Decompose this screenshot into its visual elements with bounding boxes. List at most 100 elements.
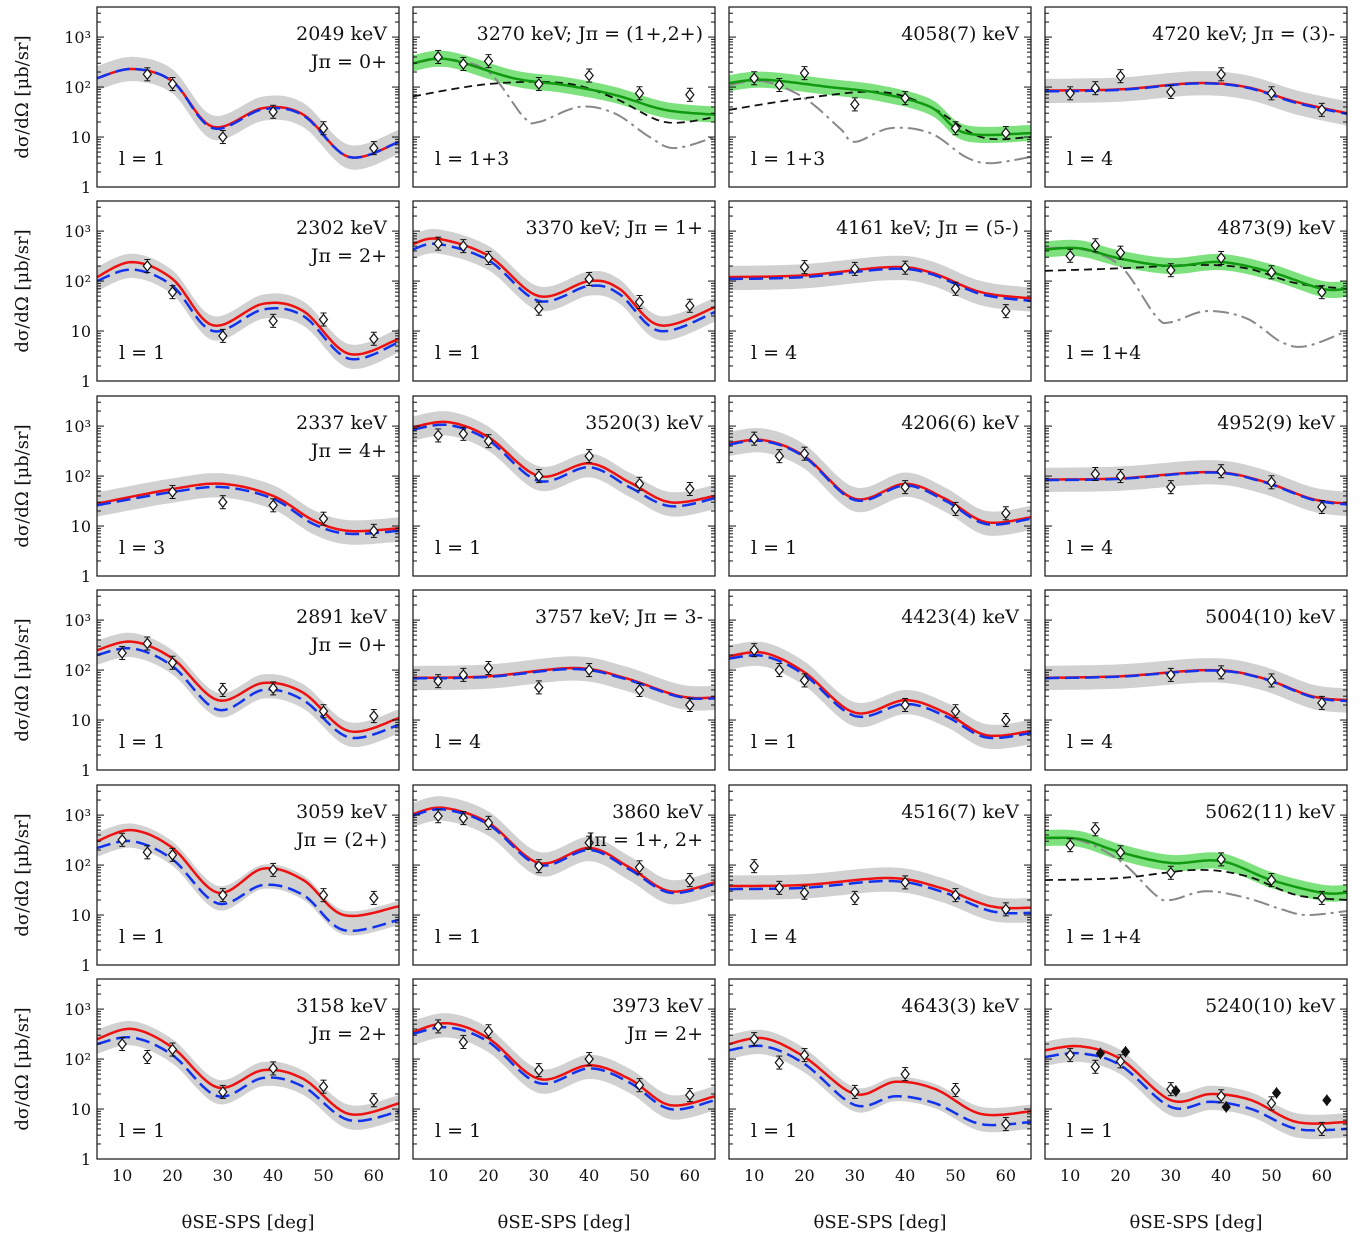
panel-frame [728,978,1032,1160]
y-tick-label: 10 [71,1100,91,1119]
panel-title: 5240(10) keV [1205,995,1335,1017]
panel-title: 5004(10) keV [1205,606,1335,628]
data-point [685,88,695,101]
data-point [483,662,494,674]
blue-fit-curve [729,879,1031,915]
y-tick-label: 10² [64,856,91,875]
data-point [900,261,910,274]
data-point [1090,1060,1101,1073]
data-point [1001,507,1011,520]
panel-title: 3973 keV [612,995,703,1017]
red-fit-curve [413,1021,715,1107]
x-tick-label: 30 [529,1166,549,1185]
data-point [458,812,469,825]
data-point [218,1085,228,1098]
y-axis-label: dσ/dΩ [μb/sr] [12,35,33,158]
data-point [584,273,594,285]
filled-data-point [1271,1087,1282,1099]
data-point [774,79,785,91]
data-point [268,105,278,118]
l-label: l = 1 [435,342,481,364]
panel-frame [412,395,716,577]
uncertainty-band [729,1029,1031,1133]
l-label: l = 1 [119,731,165,753]
panel-title: 2049 keV [296,23,387,45]
data-point [950,889,961,902]
data-point [774,664,785,677]
data-point [534,302,544,315]
y-tick-label: 10 [71,517,91,536]
data-point [369,710,379,723]
data-point [1090,468,1101,480]
blue-fit-curve [97,485,399,536]
l-label: l = 1 [751,1120,797,1142]
data-point [1065,1049,1075,1062]
data-point [458,57,469,70]
red-fit-curve [729,876,1031,910]
x-tick-label: 60 [996,1166,1016,1185]
panel-frame [728,200,1032,382]
panel-plot [729,859,1031,923]
data-point [634,87,645,100]
panel-8: 1 10 10² 10³ 2337 keV Jπ = 4+ l = 3 [64,395,400,586]
data-point [218,683,228,696]
filled-data-point [1095,1047,1106,1060]
panel-2: 4058(7) keV l = 1+3 [728,6,1032,188]
y-tick-label: 1 [81,761,91,780]
high-l-component-curve [729,90,1031,141]
x-axis-label: θSE-SPS [deg] [498,1212,631,1233]
data-point [318,313,329,326]
data-point [534,681,544,694]
y-tick-label: 10² [64,467,91,486]
data-point [318,889,329,902]
data-point [1317,696,1327,709]
panel-title: 5062(11) keV [1205,801,1335,823]
panel-title: Jπ = 0+ [309,51,387,73]
data-point [685,874,695,887]
y-tick-label: 10³ [64,611,91,630]
l-label: l = 1+4 [1067,926,1141,948]
data-point [458,668,469,681]
data-point [584,836,594,849]
data-point [1166,668,1176,681]
panel-23: 10 20 30 40 50 60 5240(10) keV l = 1 [1044,978,1348,1185]
data-point [1115,470,1126,483]
y-axis-label: dσ/dΩ [μb/sr] [12,229,33,352]
data-point [369,524,379,537]
panel-22: 10 20 30 40 50 60 4643(3) keV l = 1 [728,978,1032,1185]
x-tick-label: 10 [744,1166,764,1185]
data-point [369,1094,379,1107]
l-label: l = 1 [751,731,797,753]
x-tick-label: 40 [1211,1166,1231,1185]
sum-fit-curve [1045,246,1347,292]
x-tick-label: 20 [478,1166,498,1185]
panel-title: Jπ = (2+) [294,829,387,851]
red-fit-curve [729,1036,1031,1117]
x-axis-label: θSE-SPS [deg] [182,1212,315,1233]
data-point [167,486,178,498]
x-tick-label: 40 [263,1166,283,1185]
data-point [218,496,228,509]
panel-title: 2337 keV [296,412,387,434]
x-axis-label: θSE-SPS [deg] [814,1212,947,1233]
blue-fit-curve [1045,1051,1347,1132]
data-point [1166,264,1176,277]
data-point [799,674,810,687]
x-tick-label: 40 [579,1166,599,1185]
data-point [634,477,645,490]
l-label: l = 4 [751,342,797,364]
data-point [167,656,178,669]
panel-title: 4423(4) keV [901,606,1019,628]
l-label: l = 4 [1067,148,1113,170]
panel-title: Jπ = 0+ [309,634,387,656]
data-point [433,810,443,823]
panel-frame [1044,395,1348,577]
data-point [774,450,785,463]
x-tick-label: 30 [213,1166,233,1185]
red-fit-curve [97,1027,399,1116]
data-point [749,1033,759,1046]
high-l-component-curve [1045,869,1347,901]
y-tick-label: 10³ [64,28,91,47]
data-point [685,299,695,312]
blue-fit-curve [729,654,1031,740]
